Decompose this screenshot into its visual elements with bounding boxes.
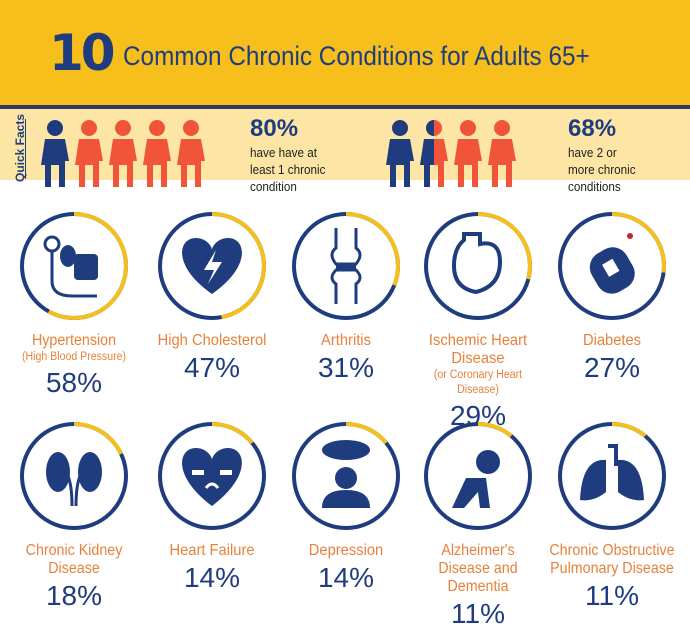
person-icon	[488, 120, 516, 187]
condition-percent: 58%	[45, 367, 103, 398]
condition-label: Arthritis	[321, 332, 371, 349]
condition-label: Ischemic Heart Disease	[428, 332, 528, 367]
condition-percent: 11%	[585, 580, 639, 611]
head-in-hand-icon	[452, 450, 500, 508]
page-title: Common Chronic Conditions for Adults 65+	[122, 41, 590, 71]
percent-ring	[424, 422, 532, 530]
quick-facts-band: Quick Facts 80% have have at least 1 chr…	[0, 109, 690, 194]
percent-ring	[558, 212, 666, 320]
condition-card: Arthritis 31%	[277, 210, 415, 384]
people-group-1	[40, 119, 206, 189]
ring-fill	[424, 212, 532, 320]
percent-ring	[20, 212, 128, 320]
percent-ring	[158, 422, 266, 530]
heart-organ-icon	[451, 232, 503, 295]
ring-fill	[558, 212, 666, 320]
condition-sublabel: (or Coronary Heart Disease)	[433, 369, 523, 396]
condition-card: Chronic Kidney Disease 18%	[5, 420, 143, 612]
person-cloud-icon	[322, 440, 370, 508]
ring-track	[558, 422, 666, 530]
fact-percent: 68%	[568, 115, 617, 142]
percent-ring	[292, 422, 400, 530]
condition-percent: 18%	[45, 580, 103, 611]
condition-label: Heart Failure	[169, 542, 255, 559]
condition-sublabel: (High Blood Pressure)	[21, 351, 127, 363]
person-icon	[420, 120, 448, 187]
lungs-icon	[580, 444, 644, 501]
divider	[0, 105, 690, 109]
ring-fill	[158, 422, 266, 530]
person-icon	[109, 120, 137, 187]
condition-card: Hypertension (High Blood Pressure) 58%	[5, 210, 143, 399]
percent-ring	[558, 422, 666, 530]
person-icon	[41, 120, 69, 187]
percent-ring	[158, 212, 266, 320]
condition-label: Diabetes	[582, 332, 642, 349]
fact-percent: 80%	[250, 115, 299, 142]
person-icon	[386, 120, 414, 187]
condition-label: Chronic Obstructive Pulmonary Disease	[549, 542, 675, 577]
condition-label: Hypertension	[31, 332, 117, 349]
condition-card: Chronic Obstructive Pulmonary Disease 11…	[543, 420, 681, 612]
person-icon	[143, 120, 171, 187]
fact-text: have 2 or more chronic conditions	[568, 145, 636, 194]
person-icon	[75, 120, 103, 187]
broken-heart-icon	[182, 238, 242, 294]
ring-fill	[424, 422, 532, 530]
ring-track	[424, 422, 532, 530]
condition-percent: 31%	[317, 352, 375, 383]
condition-label: Chronic Kidney Disease	[25, 542, 123, 577]
ring-fill	[20, 212, 128, 320]
person-icon	[177, 120, 205, 187]
percent-ring	[424, 212, 532, 320]
condition-card: Heart Failure 14%	[143, 420, 281, 594]
ring-fill	[158, 212, 266, 320]
condition-label: High Cholesterol	[157, 332, 267, 349]
condition-percent: 11%	[451, 598, 505, 629]
kidneys-icon	[46, 452, 102, 507]
condition-percent: 14%	[317, 562, 375, 593]
condition-label: Alzheimer's Disease and Dementia	[438, 542, 518, 595]
condition-percent: 47%	[183, 352, 241, 383]
percent-ring	[20, 422, 128, 530]
ring-fill	[292, 422, 400, 530]
ring-fill	[20, 422, 128, 530]
header-banner: 10 Common Chronic Conditions for Adults …	[0, 0, 690, 105]
condition-card: High Cholesterol 47%	[143, 210, 281, 384]
people-group-2	[385, 119, 517, 189]
condition-card: Ischemic Heart Disease (or Coronary Hear…	[409, 210, 547, 432]
person-icon	[454, 120, 482, 187]
percent-ring	[292, 212, 400, 320]
ring-fill	[558, 422, 666, 530]
condition-card: Alzheimer's Disease and Dementia 11%	[409, 420, 547, 630]
glucose-meter-icon	[589, 233, 635, 294]
blood-pressure-monitor-icon	[43, 235, 98, 298]
condition-card: Depression 14%	[277, 420, 415, 594]
quick-facts-text: Quick Facts	[13, 113, 28, 183]
condition-card: Diabetes 27%	[543, 210, 681, 384]
quick-facts-label: Quick Facts	[6, 114, 27, 182]
condition-label: Depression	[308, 542, 384, 559]
title-number: 10	[48, 23, 116, 82]
condition-percent: 14%	[183, 562, 241, 593]
ring-fill	[292, 212, 400, 320]
fact-text: have have at least 1 chronic condition	[250, 145, 326, 194]
knee-joint-icon	[330, 228, 362, 304]
condition-percent: 27%	[583, 352, 641, 383]
sad-heart-icon	[182, 448, 242, 506]
